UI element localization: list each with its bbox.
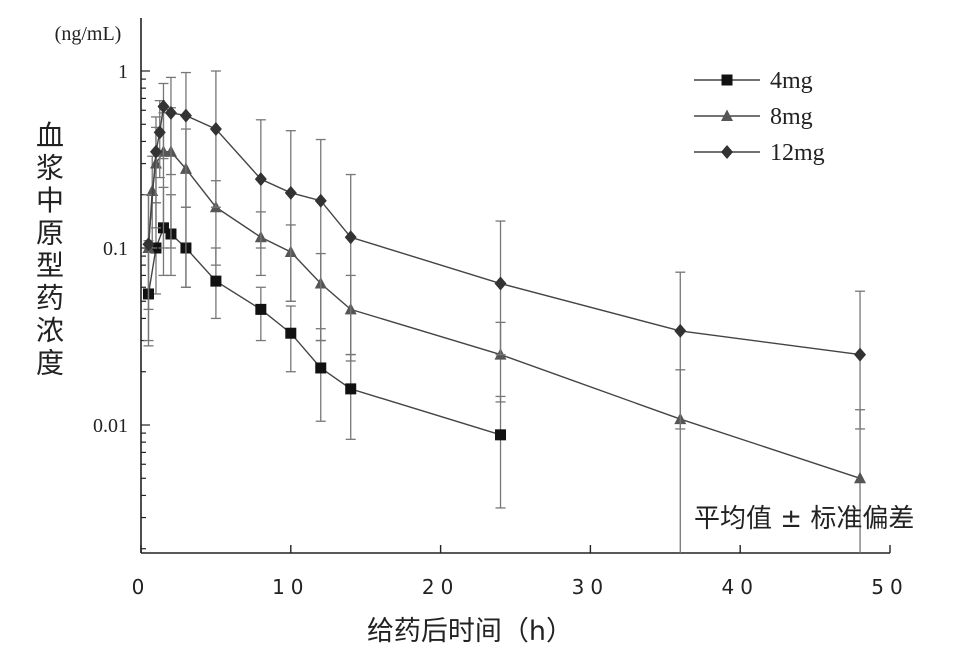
y-tick-label: 0.01 [93,415,128,437]
data-point [210,275,222,287]
labels-layer: (ng/mL) 平均值 ± 标准偏差 给药后时间（h） 血浆中原型药浓度 [36,23,914,647]
y-axis-label-char: 型 [36,249,64,282]
legend-item-8mg: 8mg [694,104,813,130]
axis-ticks: 0 10 20 30 40 50 0.01 0.1 1 [93,61,908,599]
legend-marker [721,74,733,86]
y-axis-label-char: 中 [36,184,64,217]
x-tick-label: 50 [871,575,908,599]
y-axis-label: 血浆中原型药浓度 [36,119,64,380]
y-tick-label: 0.1 [103,238,128,260]
x-tick-label: 30 [572,575,609,599]
series-8mg [142,107,867,553]
legend-marker [721,109,733,121]
data-point [494,276,507,291]
data-point [495,429,507,441]
data-point [285,327,297,339]
data-point [254,172,267,187]
data-point [153,125,166,140]
data-point [854,347,867,362]
legend-label: 4mg [770,68,813,94]
data-point [854,471,867,484]
annotation-label: 平均值 ± 标准偏差 [694,504,914,534]
x-tick-label: 10 [272,575,309,599]
data-point [179,108,192,123]
data-point [674,323,687,338]
y-axis-label-char: 药 [36,282,64,315]
legend-item-4mg: 4mg [694,68,813,94]
legend-label: 8mg [770,104,813,130]
x-tick-label: 40 [721,575,758,599]
legend-marker [721,145,733,159]
data-point [157,99,170,114]
y-axis-label-char: 度 [36,347,64,380]
data-point [209,122,222,137]
x-tick-label: 0 [132,575,151,599]
y-axis-label-char: 浆 [36,152,64,185]
legend-label: 12mg [770,140,825,166]
data-point [255,303,267,315]
series-4mg [142,186,507,509]
legend-item-12mg: 12mg [694,140,825,166]
x-tick-label: 20 [422,575,459,599]
legend: 4mg 8mg 12mg [694,68,825,166]
series-12mg [142,70,867,430]
data-point [142,237,155,252]
series-layer [142,70,867,553]
series-line [147,150,861,479]
series-line [147,105,861,356]
y-axis-label-char: 血 [36,119,64,152]
data-point [345,383,357,395]
data-point [314,193,327,208]
series-line [147,226,501,436]
y-axis-label-char: 原 [36,217,64,250]
data-point [149,144,162,159]
y-unit-label: (ng/mL) [55,23,122,45]
x-axis-label: 给药后时间（h） [367,616,573,647]
data-point [315,362,327,374]
y-tick-label: 1 [118,61,128,83]
data-point [344,230,357,245]
data-point [164,105,177,120]
y-axis-label-char: 浓 [36,314,64,347]
axes [140,18,890,554]
data-point [284,185,297,200]
